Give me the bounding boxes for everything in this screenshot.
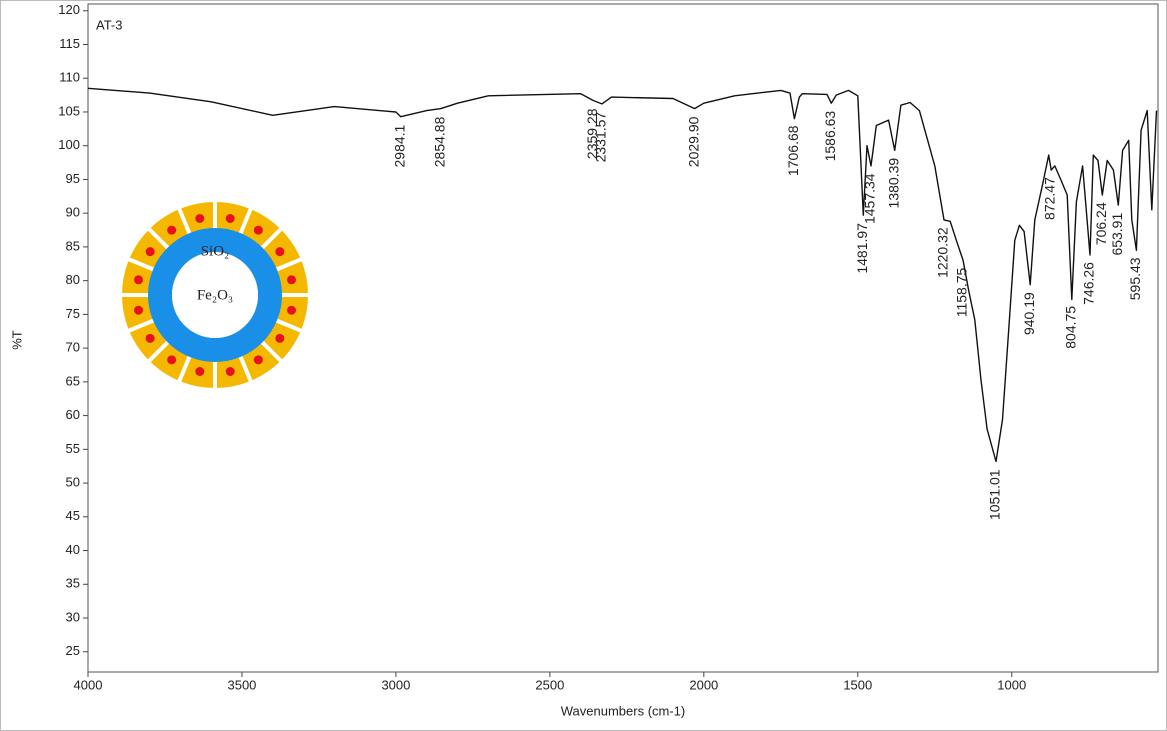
peak-label: 1481.97 [854, 223, 870, 274]
y-tick-label: 115 [59, 36, 80, 51]
shell-gap [257, 337, 284, 364]
peak-label: 804.75 [1063, 306, 1079, 349]
y-tick-label: 30 [66, 609, 80, 624]
dot [287, 275, 297, 285]
dot [275, 247, 285, 257]
shell-label: SiO₂ [201, 243, 230, 259]
y-axis-label: %T [9, 330, 24, 350]
peak-label: 2359.28 [584, 108, 600, 159]
peak-label: 1220.32 [935, 227, 951, 278]
shell-gap [126, 316, 159, 334]
peak-label: 2854.88 [431, 116, 447, 167]
peak-label: 1380.39 [885, 158, 901, 209]
y-tick-label: 40 [66, 542, 80, 557]
x-tick-label: 4000 [74, 677, 103, 692]
peak-label: 1586.63 [822, 111, 838, 162]
y-tick-label: 100 [58, 137, 80, 152]
dot [287, 305, 297, 315]
dot [225, 213, 235, 223]
peak-label: 2984.1 [392, 124, 408, 167]
dot [253, 355, 263, 365]
core-shell-diagram: SiO₂ Fe₂O₃ [120, 200, 310, 390]
core-label: Fe₂O₃ [197, 287, 233, 303]
dot [133, 305, 143, 315]
y-tick-label: 65 [66, 373, 80, 388]
y-tick-label: 80 [66, 272, 80, 287]
dot [195, 367, 205, 377]
shell-gap [236, 206, 254, 239]
dot [133, 275, 143, 285]
peak-label: 1457.34 [862, 173, 878, 224]
y-tick-label: 45 [66, 508, 80, 523]
dot [167, 225, 177, 235]
peak-label: 653.91 [1109, 213, 1125, 256]
chart-title: AT-3 [96, 17, 123, 32]
dot [167, 355, 177, 365]
peak-label: 1051.01 [987, 469, 1003, 520]
shell-gap [271, 256, 304, 274]
peak-label: 940.19 [1021, 292, 1037, 335]
shell-gap [271, 316, 304, 334]
x-tick-label: 1000 [997, 677, 1026, 692]
peak-label: 1706.68 [785, 125, 801, 176]
shell-gap [257, 226, 284, 253]
shell-gap [176, 206, 194, 239]
x-tick-label: 2500 [535, 677, 564, 692]
y-tick-label: 60 [66, 407, 80, 422]
peak-label: 872.47 [1042, 177, 1058, 220]
x-tick-label: 2000 [689, 677, 718, 692]
dot [275, 333, 285, 343]
x-tick-label: 3500 [227, 677, 256, 692]
x-tick-label: 3000 [381, 677, 410, 692]
silica-shell [148, 228, 282, 362]
spectrum-line [87, 87, 1158, 463]
y-tick-label: 85 [66, 238, 80, 253]
y-tick-label: 95 [66, 171, 80, 186]
dot [145, 247, 155, 257]
shell-gap [126, 256, 159, 274]
shell-gap [176, 351, 194, 384]
peak-label: 746.26 [1081, 262, 1097, 305]
x-axis-label: Wavenumbers (cm-1) [561, 703, 685, 718]
y-tick-label: 90 [66, 205, 80, 220]
core [172, 252, 258, 338]
peak-label: 595.43 [1127, 257, 1143, 300]
y-tick-label: 25 [66, 643, 80, 658]
y-tick-label: 75 [66, 306, 80, 321]
dot [195, 213, 205, 223]
x-tick-label: 1500 [843, 677, 872, 692]
y-tick-label: 50 [66, 475, 80, 490]
peak-label: 706.24 [1093, 202, 1109, 245]
peak-label: 2331.57 [592, 112, 608, 163]
y-tick-label: 110 [59, 70, 80, 85]
y-tick-label: 55 [66, 441, 80, 456]
dot [225, 367, 235, 377]
peak-label: 2029.90 [685, 116, 701, 167]
shell-gap [236, 351, 254, 384]
dot [145, 333, 155, 343]
y-tick-label: 105 [58, 103, 80, 118]
peak-label: 1158.75 [954, 268, 970, 318]
shell-gap [146, 337, 173, 364]
dot [253, 225, 263, 235]
y-tick-label: 35 [66, 576, 80, 591]
shell-gap [146, 226, 173, 253]
y-tick-label: 120 [58, 2, 80, 17]
y-tick-label: 70 [66, 340, 80, 355]
